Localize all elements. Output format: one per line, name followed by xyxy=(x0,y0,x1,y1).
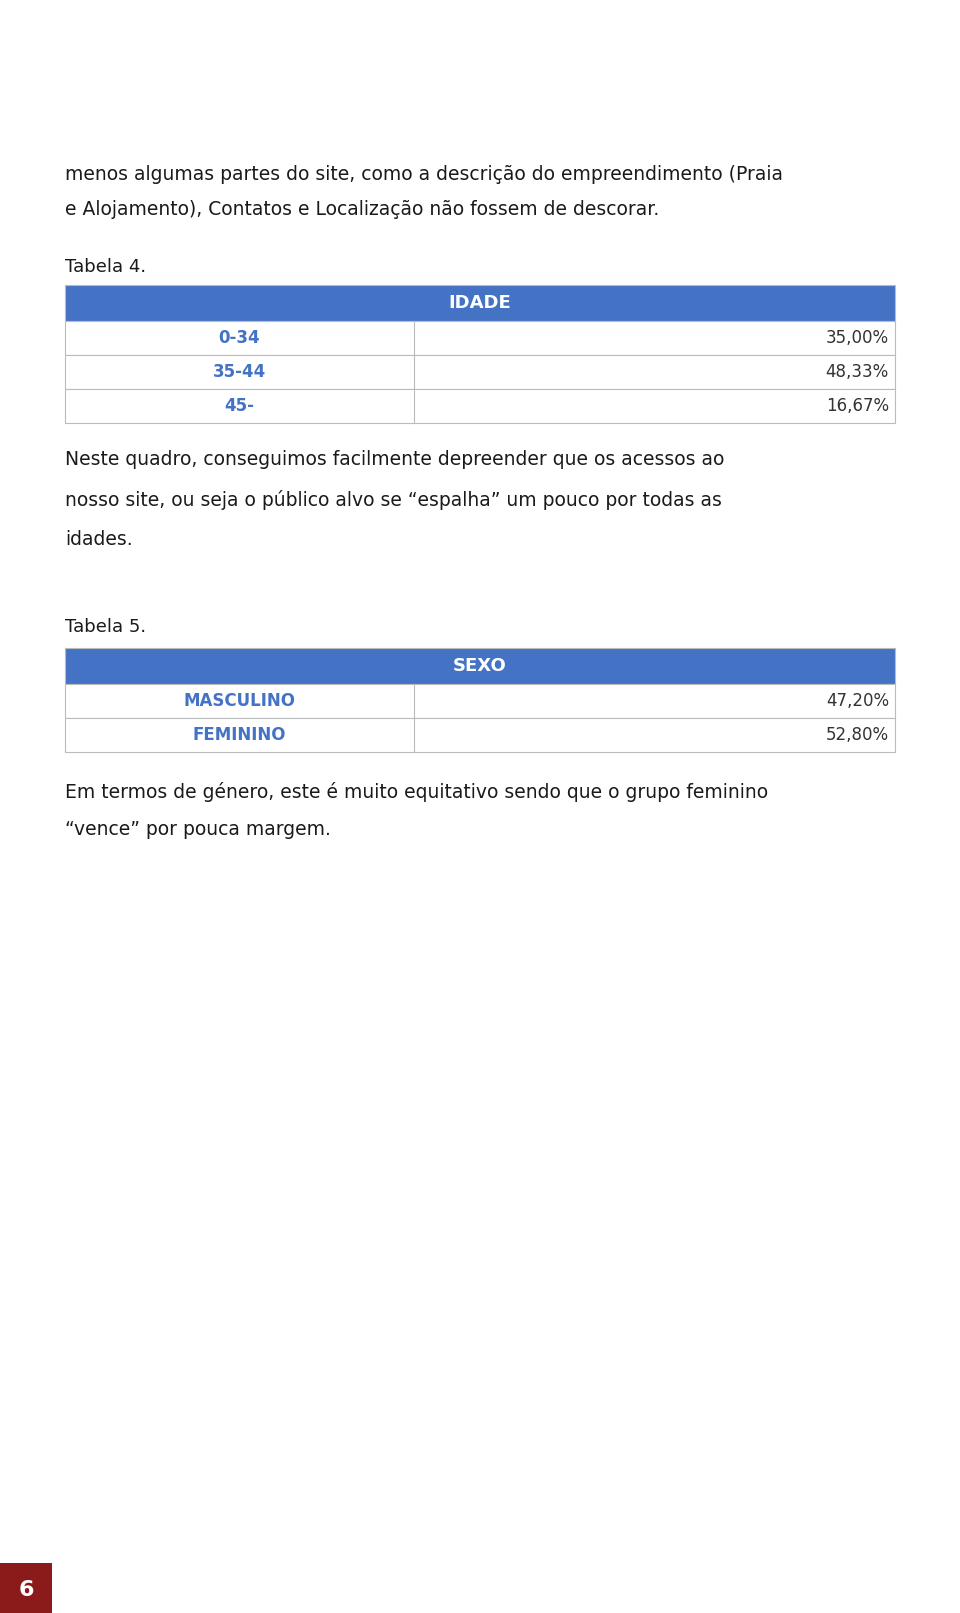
Bar xyxy=(65,389,895,423)
Text: 35,00%: 35,00% xyxy=(826,329,889,347)
Text: 0-34: 0-34 xyxy=(219,329,260,347)
Bar xyxy=(65,355,895,389)
Text: “vence” por pouca margem.: “vence” por pouca margem. xyxy=(65,819,331,839)
Text: 47,20%: 47,20% xyxy=(826,692,889,710)
Text: SEXO: SEXO xyxy=(453,656,507,674)
Text: MASCULINO: MASCULINO xyxy=(183,692,296,710)
Bar xyxy=(65,684,895,718)
Text: Tabela 5.: Tabela 5. xyxy=(65,618,146,636)
Text: 35-44: 35-44 xyxy=(213,363,266,381)
Text: Em termos de género, este é muito equitativo sendo que o grupo feminino: Em termos de género, este é muito equita… xyxy=(65,782,768,802)
Text: nosso site, ou seja o público alvo se “espalha” um pouco por todas as: nosso site, ou seja o público alvo se “e… xyxy=(65,490,722,510)
Bar xyxy=(0,1563,52,1613)
Text: 48,33%: 48,33% xyxy=(826,363,889,381)
Text: e Alojamento), Contatos e Localização não fossem de descorar.: e Alojamento), Contatos e Localização nã… xyxy=(65,200,660,219)
Text: FEMININO: FEMININO xyxy=(193,726,286,744)
Text: Tabela 4.: Tabela 4. xyxy=(65,258,146,276)
Bar xyxy=(65,718,895,752)
Text: Neste quadro, conseguimos facilmente depreender que os acessos ao: Neste quadro, conseguimos facilmente dep… xyxy=(65,450,725,469)
Text: 52,80%: 52,80% xyxy=(826,726,889,744)
Text: idades.: idades. xyxy=(65,531,132,548)
Text: 16,67%: 16,67% xyxy=(826,397,889,415)
Bar xyxy=(65,286,895,321)
Bar xyxy=(65,321,895,355)
Text: 45-: 45- xyxy=(225,397,254,415)
Text: menos algumas partes do site, como a descrição do empreendimento (Praia: menos algumas partes do site, como a des… xyxy=(65,165,783,184)
Text: 6: 6 xyxy=(18,1581,34,1600)
Bar xyxy=(65,648,895,684)
Text: IDADE: IDADE xyxy=(448,294,512,311)
